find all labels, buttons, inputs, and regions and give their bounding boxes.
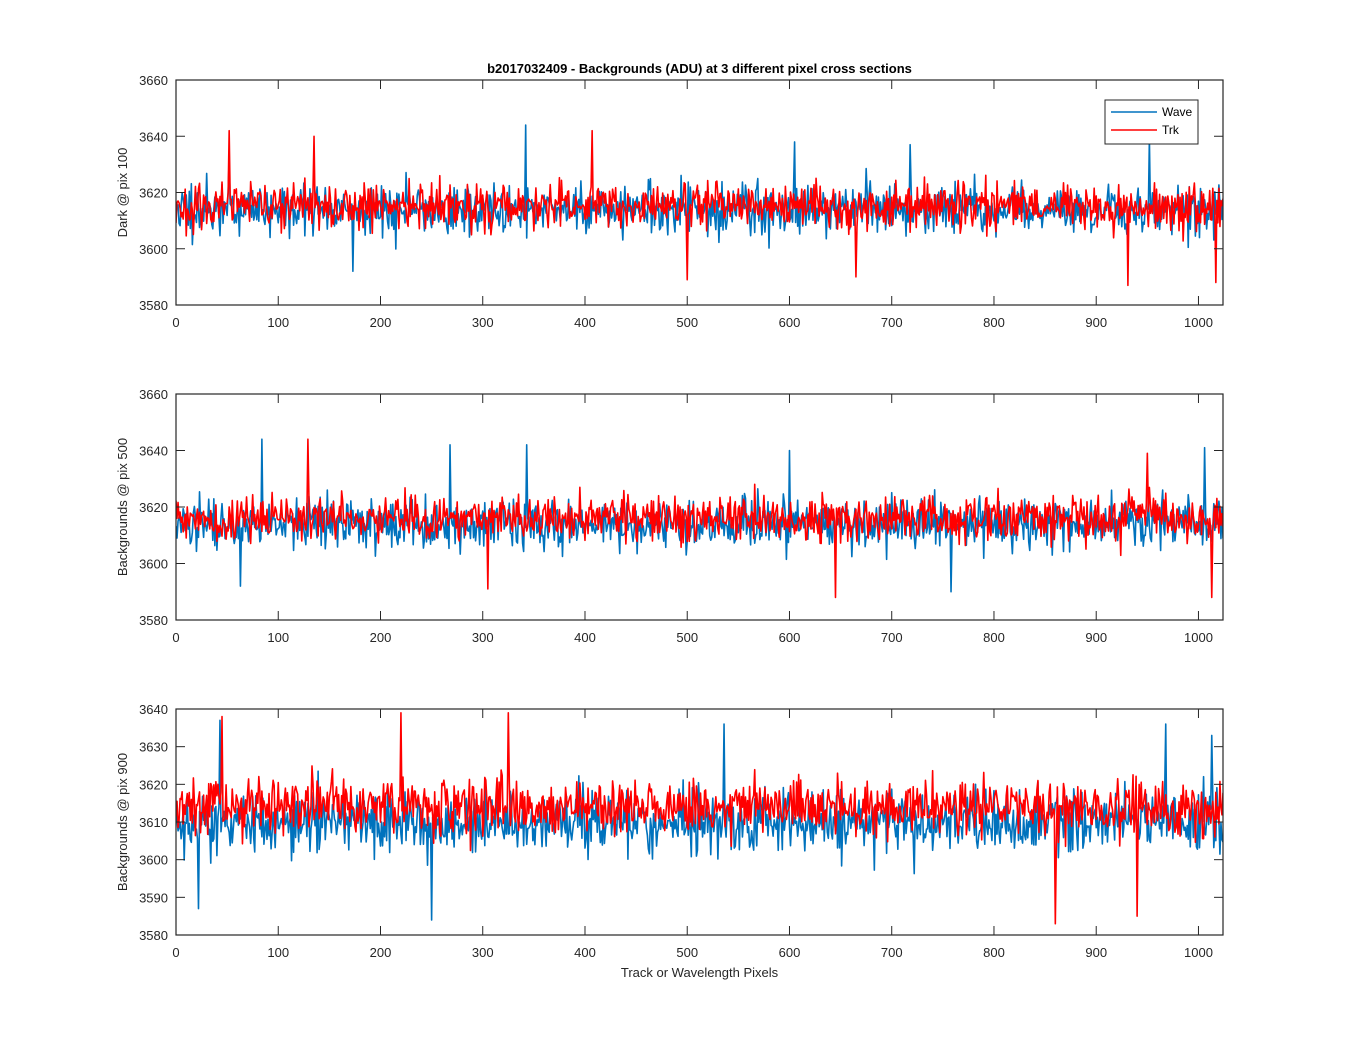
x-tick-label: 100 [267, 945, 289, 960]
y-tick-label: 3590 [139, 890, 168, 905]
legend[interactable]: Wave Trk [1104, 99, 1199, 145]
series-group [176, 711, 1223, 925]
y-tick-label: 3640 [139, 702, 168, 717]
y-tick-label: 3600 [139, 242, 168, 257]
series-group [176, 124, 1223, 287]
x-tick-label: 400 [574, 945, 596, 960]
x-tick-label: 800 [983, 945, 1005, 960]
legend-label-wave: Wave [1162, 105, 1193, 119]
x-tick-label: 0 [172, 315, 179, 330]
x-tick-label: 700 [881, 315, 903, 330]
x-tick-label: 700 [881, 630, 903, 645]
series-group [176, 438, 1223, 599]
series-line-trk [176, 438, 1223, 599]
x-tick-label: 1000 [1184, 945, 1213, 960]
y-tick-label: 3580 [139, 928, 168, 943]
series-line-trk [176, 711, 1223, 925]
x-tick-label: 400 [574, 315, 596, 330]
x-tick-label: 1000 [1184, 630, 1213, 645]
chart-title: b2017032409 - Backgrounds (ADU) at 3 dif… [487, 61, 912, 76]
x-tick-label: 400 [574, 630, 596, 645]
y-tick-label: 3610 [139, 815, 168, 830]
subplot-2: 0 100 200 300 400 500 600 700 800 900 1000 3580 3600… [115, 387, 1224, 645]
y-axis-label: Backgrounds @ pix 900 [115, 753, 130, 891]
y-tick-label: 3620 [139, 500, 168, 515]
x-tick-label: 300 [472, 945, 494, 960]
x-tick-label: 900 [1085, 315, 1107, 330]
x-tick-label: 100 [267, 630, 289, 645]
y-axis-label: Backgrounds @ pix 500 [115, 438, 130, 576]
y-tick-label: 3660 [139, 73, 168, 88]
legend-label-trk: Trk [1162, 123, 1180, 137]
y-axis-label: Dark @ pix 100 [115, 148, 130, 238]
series-line-trk [176, 129, 1223, 287]
y-tick-label: 3600 [139, 853, 168, 868]
subplots: 0 100 200 300 400 500 600 700 800 900 100035803600… [115, 61, 1224, 980]
y-tick-label: 3620 [139, 777, 168, 792]
y-tick-label: 3600 [139, 557, 168, 572]
y-tick-label: 3580 [139, 298, 168, 313]
x-tick-label: 200 [370, 630, 392, 645]
y-tick-label: 3630 [139, 740, 168, 755]
legend-box [1104, 99, 1199, 145]
x-axis-label: Track or Wavelength Pixels [621, 965, 779, 980]
x-tick-label: 800 [983, 630, 1005, 645]
x-tick-label: 0 [172, 630, 179, 645]
x-tick-label: 500 [676, 315, 698, 330]
x-tick-label: 900 [1085, 945, 1107, 960]
y-tick-label: 3620 [139, 186, 168, 201]
x-tick-label: 600 [779, 945, 801, 960]
subplot-3: 0 100 200 300 400 500 600 700 800 900 1000 3580 3590… [115, 702, 1224, 980]
x-tick-label: 1000 [1184, 315, 1213, 330]
x-tick-label: 600 [779, 315, 801, 330]
y-tick-label: 3580 [139, 613, 168, 628]
x-tick-label: 0 [172, 945, 179, 960]
x-tick-label: 500 [676, 945, 698, 960]
x-tick-label: 300 [472, 630, 494, 645]
y-tick-label: 3640 [139, 129, 168, 144]
y-tick-label: 3660 [139, 387, 168, 402]
x-tick-label: 200 [370, 315, 392, 330]
x-tick-label: 500 [676, 630, 698, 645]
x-tick-label: 100 [267, 315, 289, 330]
x-tick-label: 300 [472, 315, 494, 330]
axes-background [176, 80, 1223, 305]
x-tick-label: 700 [881, 945, 903, 960]
x-tick-label: 800 [983, 315, 1005, 330]
x-tick-label: 200 [370, 945, 392, 960]
y-tick-label: 3640 [139, 444, 168, 459]
subplot-1: 0 100 200 300 400 500 600 700 800 900 1000 3580 3600… [115, 61, 1224, 330]
x-tick-label: 900 [1085, 630, 1107, 645]
x-tick-label: 600 [779, 630, 801, 645]
